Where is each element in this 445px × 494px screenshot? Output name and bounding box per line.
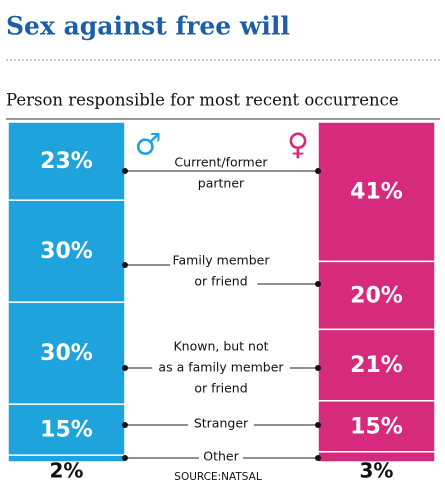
leader-dot	[315, 422, 321, 428]
value-label: 30%	[40, 341, 93, 366]
leader-dot	[122, 168, 128, 174]
value-label: 30%	[40, 239, 93, 264]
source: SOURCE:NATSAL	[174, 471, 262, 483]
chart-subtitle: Person responsible for most recent occur…	[6, 91, 399, 110]
category-label: or friend	[194, 274, 247, 289]
bar-segment	[7, 199, 126, 303]
category-label: Known, but not	[173, 339, 268, 354]
leader-dot	[122, 455, 128, 461]
legend-symbol: ♂	[135, 128, 162, 163]
category-label: Family member	[172, 253, 270, 268]
bar-segment	[317, 121, 436, 263]
value-label: 21%	[350, 353, 403, 378]
leader-dot	[122, 422, 128, 428]
category-label: partner	[198, 176, 245, 191]
leader-dot	[315, 281, 321, 287]
bar-segment	[317, 260, 436, 331]
value-label: 20%	[350, 283, 403, 308]
value-label: 41%	[350, 180, 403, 205]
value-label: 3%	[360, 459, 394, 483]
leader-dot	[315, 455, 321, 461]
value-label: 15%	[40, 418, 93, 443]
leader-dot	[122, 365, 128, 371]
value-label: 23%	[40, 149, 93, 174]
category-label: Current/former	[174, 155, 268, 170]
category-label: Other	[203, 449, 239, 464]
bar-segment	[317, 400, 436, 453]
value-label: 2%	[50, 459, 84, 483]
category-label: as a family member	[158, 360, 284, 375]
leader-dot	[122, 262, 128, 268]
category-label: or friend	[194, 381, 247, 396]
bar-segment	[7, 121, 126, 201]
value-label: 15%	[350, 414, 403, 439]
legend-symbol: ♀	[287, 128, 309, 163]
leader-dot	[315, 168, 321, 174]
category-label: Stranger	[194, 416, 249, 431]
leader-dot	[315, 365, 321, 371]
chart-title: Sex against free will	[6, 12, 290, 41]
bar-segment	[7, 403, 126, 456]
bar-segment	[317, 328, 436, 402]
bar-segment	[7, 301, 126, 405]
